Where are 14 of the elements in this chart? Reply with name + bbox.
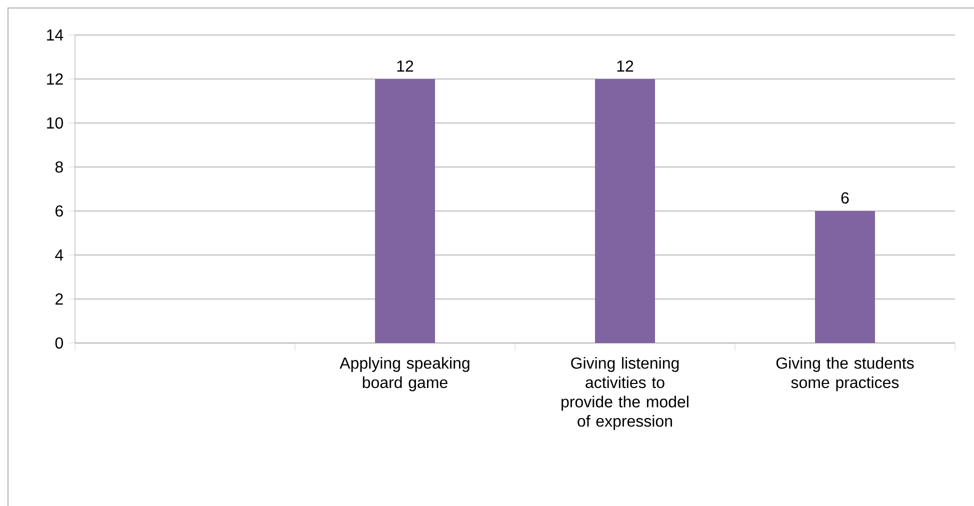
x-tick-label: Applying speaking board game [340, 357, 470, 392]
data-label: 6 [841, 192, 849, 204]
x-tick-label: Giving listening activities to provide the model of expression [562, 357, 688, 430]
data-label: 12 [617, 60, 634, 72]
y-tick-label: 14 [47, 29, 64, 40]
y-tick-label: 6 [56, 205, 63, 217]
y-tick-label: 2 [56, 293, 63, 305]
y-tick-label: 12 [47, 73, 63, 85]
y-tick-label: 0 [55, 337, 64, 349]
y-tick-label: 4 [55, 249, 64, 260]
y-tick-label: 10 [47, 117, 64, 129]
data-label: 12 [397, 60, 414, 72]
x-tick-label: Giving the students some practices [776, 357, 914, 392]
y-tick-label: 8 [55, 161, 63, 173]
